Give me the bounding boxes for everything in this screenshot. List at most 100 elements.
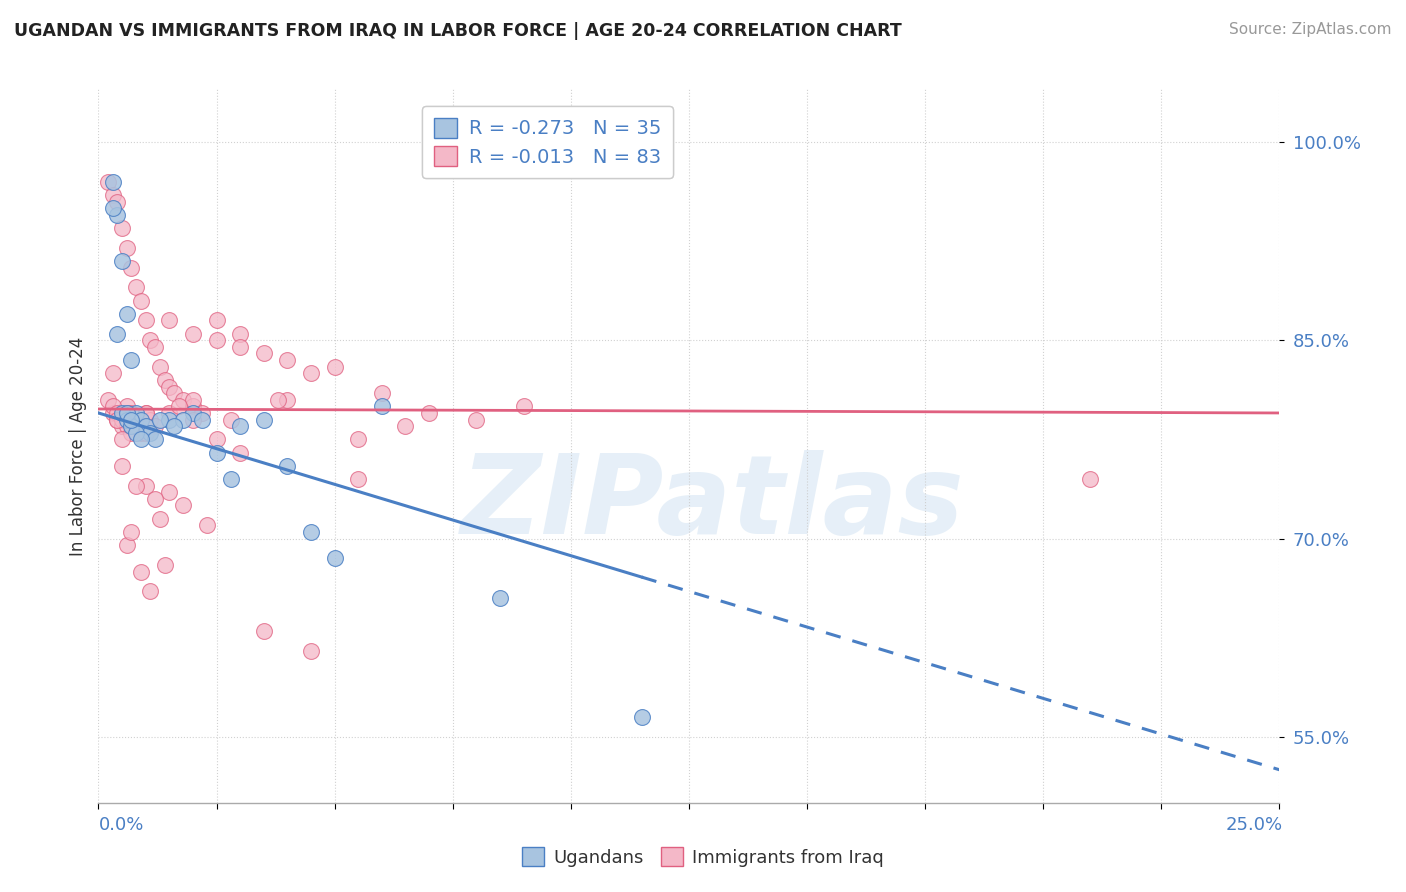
Point — [172, 499, 194, 513]
Point — [139, 333, 162, 347]
Point — [181, 412, 204, 426]
Point — [111, 419, 134, 434]
Point — [105, 208, 128, 222]
Point — [163, 419, 186, 434]
Point — [111, 433, 134, 447]
Point — [299, 644, 322, 658]
Point — [111, 254, 134, 268]
Text: Source: ZipAtlas.com: Source: ZipAtlas.com — [1229, 22, 1392, 37]
Point — [371, 400, 394, 414]
Point — [129, 293, 152, 308]
Point — [465, 412, 488, 426]
Point — [121, 524, 143, 539]
Point — [115, 406, 138, 420]
Point — [347, 472, 370, 486]
Point — [229, 419, 252, 434]
Point — [115, 538, 138, 552]
Point — [143, 419, 166, 434]
Point — [129, 425, 152, 440]
Point — [253, 412, 276, 426]
Point — [115, 400, 138, 414]
Point — [129, 433, 152, 447]
Point — [125, 406, 148, 420]
Point — [115, 241, 138, 255]
Point — [229, 340, 252, 354]
Point — [143, 433, 166, 447]
Point — [1080, 472, 1102, 486]
Y-axis label: In Labor Force | Age 20-24: In Labor Force | Age 20-24 — [69, 336, 87, 556]
Point — [347, 433, 370, 447]
Point — [195, 518, 218, 533]
Point — [97, 175, 120, 189]
Point — [101, 400, 124, 414]
Point — [111, 406, 134, 420]
Point — [181, 326, 204, 341]
Point — [111, 221, 134, 235]
Point — [149, 412, 172, 426]
Point — [105, 326, 128, 341]
Point — [105, 412, 128, 426]
Point — [125, 478, 148, 492]
Text: 0.0%: 0.0% — [98, 816, 143, 834]
Point — [253, 346, 276, 360]
Point — [115, 412, 138, 426]
Point — [167, 400, 190, 414]
Point — [172, 412, 194, 426]
Point — [135, 406, 157, 420]
Point — [101, 188, 124, 202]
Point — [630, 710, 652, 724]
Point — [181, 392, 204, 407]
Point — [149, 511, 172, 525]
Point — [191, 412, 214, 426]
Legend: Ugandans, Immigrants from Iraq: Ugandans, Immigrants from Iraq — [515, 840, 891, 874]
Point — [323, 551, 346, 566]
Point — [219, 472, 242, 486]
Point — [157, 379, 180, 393]
Point — [121, 260, 143, 275]
Point — [115, 419, 138, 434]
Point — [205, 313, 228, 327]
Point — [143, 491, 166, 506]
Point — [157, 406, 180, 420]
Point — [229, 326, 252, 341]
Point — [101, 406, 124, 420]
Legend: R = -0.273   N = 35, R = -0.013   N = 83: R = -0.273 N = 35, R = -0.013 N = 83 — [422, 106, 672, 178]
Point — [111, 458, 134, 473]
Point — [121, 425, 143, 440]
Point — [205, 445, 228, 459]
Point — [371, 386, 394, 401]
Point — [153, 373, 176, 387]
Point — [135, 419, 157, 434]
Point — [101, 367, 124, 381]
Point — [121, 412, 143, 426]
Point — [143, 340, 166, 354]
Point — [276, 392, 298, 407]
Point — [323, 359, 346, 374]
Point — [276, 458, 298, 473]
Point — [105, 194, 128, 209]
Point — [125, 419, 148, 434]
Point — [125, 280, 148, 294]
Point — [157, 313, 180, 327]
Point — [115, 406, 138, 420]
Text: UGANDAN VS IMMIGRANTS FROM IRAQ IN LABOR FORCE | AGE 20-24 CORRELATION CHART: UGANDAN VS IMMIGRANTS FROM IRAQ IN LABOR… — [14, 22, 901, 40]
Point — [205, 333, 228, 347]
Point — [205, 433, 228, 447]
Point — [139, 412, 162, 426]
Point — [125, 425, 148, 440]
Point — [181, 406, 204, 420]
Point — [229, 445, 252, 459]
Point — [299, 367, 322, 381]
Point — [121, 406, 143, 420]
Point — [219, 412, 242, 426]
Point — [172, 392, 194, 407]
Point — [101, 201, 124, 215]
Point — [111, 412, 134, 426]
Point — [115, 307, 138, 321]
Point — [512, 400, 534, 414]
Point — [191, 406, 214, 420]
Point — [101, 175, 124, 189]
Point — [181, 400, 204, 414]
Text: ZIPatlas: ZIPatlas — [461, 450, 965, 557]
Point — [135, 313, 157, 327]
